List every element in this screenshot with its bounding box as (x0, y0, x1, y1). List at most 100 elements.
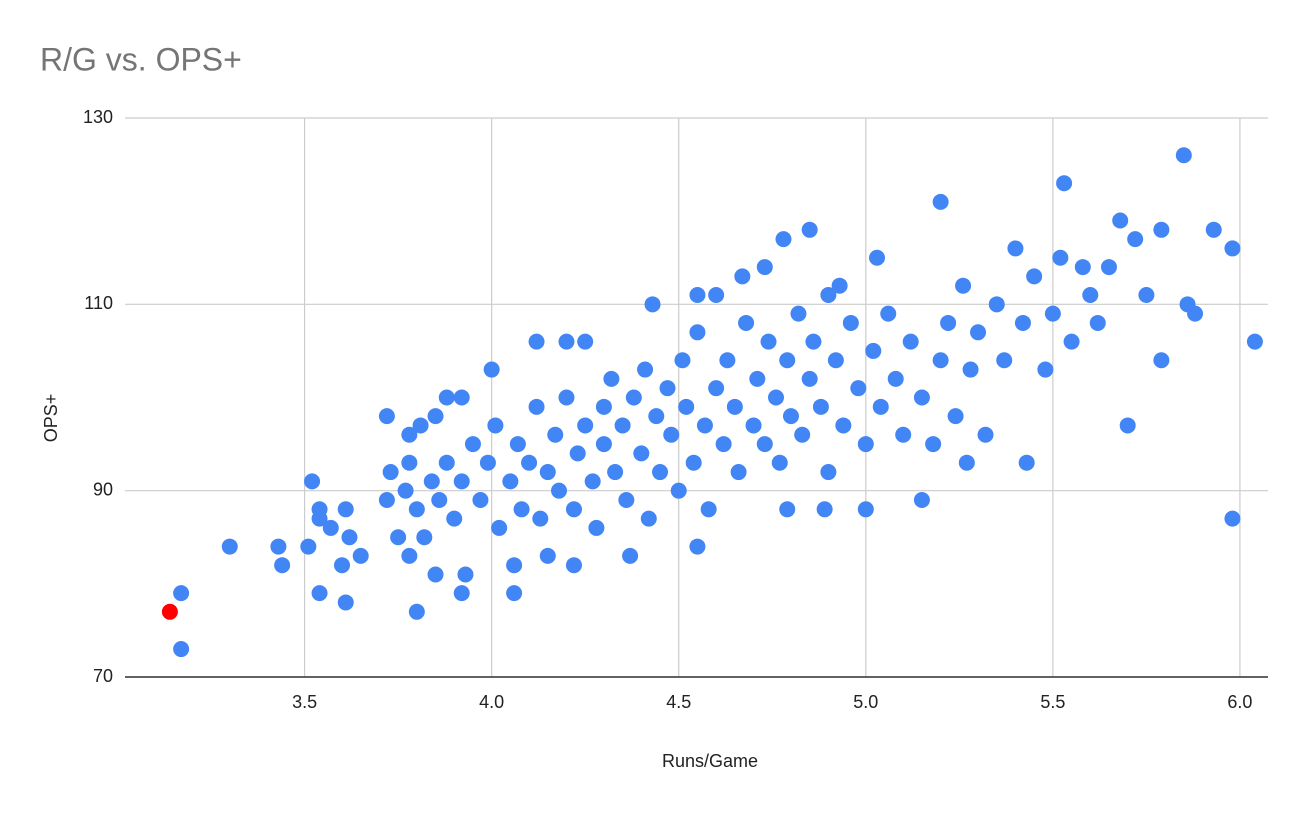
point (689, 287, 706, 304)
point (300, 538, 317, 555)
point (745, 417, 762, 434)
y-tick-label: 110 (84, 293, 113, 313)
point (483, 361, 500, 378)
x-tick-label: 3.5 (292, 692, 317, 712)
point (913, 491, 930, 508)
point (996, 352, 1013, 369)
point (521, 454, 538, 471)
point (577, 417, 594, 434)
point (801, 221, 818, 238)
point (1175, 147, 1192, 164)
point (670, 482, 687, 499)
point (378, 491, 395, 508)
point (311, 585, 328, 602)
point (880, 305, 897, 322)
point (506, 585, 523, 602)
point (334, 557, 351, 574)
point (337, 594, 354, 611)
point (895, 426, 912, 443)
point (584, 473, 601, 490)
point (659, 380, 676, 397)
point (719, 352, 736, 369)
point (913, 389, 930, 406)
point (775, 231, 792, 248)
point (618, 491, 635, 508)
point (401, 426, 418, 443)
point (588, 519, 605, 536)
point (1074, 259, 1091, 276)
point (801, 370, 818, 387)
point (491, 519, 508, 536)
point (304, 473, 321, 490)
point (640, 510, 657, 527)
point (408, 501, 425, 518)
point (663, 426, 680, 443)
point (1026, 268, 1043, 285)
point (872, 398, 889, 415)
point (1205, 221, 1222, 238)
point (988, 296, 1005, 313)
point (696, 417, 713, 434)
point (509, 436, 526, 453)
x-tick-label: 4.5 (666, 692, 691, 712)
point (790, 305, 807, 322)
point (565, 501, 582, 518)
point (1246, 333, 1263, 350)
y-tick-label: 70 (93, 666, 113, 686)
point (472, 491, 489, 508)
point (607, 464, 624, 481)
point (173, 585, 190, 602)
point (558, 333, 575, 350)
point (782, 408, 799, 425)
point (1100, 259, 1117, 276)
point (453, 389, 470, 406)
point (1127, 231, 1144, 248)
point (1056, 175, 1073, 192)
point (423, 473, 440, 490)
point (427, 566, 444, 583)
point (528, 398, 545, 415)
point (734, 268, 751, 285)
point (378, 408, 395, 425)
point (715, 436, 732, 453)
point (479, 454, 496, 471)
x-tick-label: 5.5 (1040, 692, 1065, 712)
point (408, 603, 425, 620)
point (771, 454, 788, 471)
point (622, 547, 639, 564)
point (513, 501, 530, 518)
point (756, 259, 773, 276)
point (865, 342, 882, 359)
point (947, 408, 964, 425)
point (887, 370, 904, 387)
point (551, 482, 568, 499)
point (689, 324, 706, 341)
point (558, 389, 575, 406)
point (827, 352, 844, 369)
point (902, 333, 919, 350)
point (648, 408, 665, 425)
point (1018, 454, 1035, 471)
point (779, 352, 796, 369)
point (1187, 305, 1204, 322)
point (487, 417, 504, 434)
point (940, 314, 957, 331)
point (173, 641, 190, 658)
point (397, 482, 414, 499)
point (674, 352, 691, 369)
point (644, 296, 661, 313)
point (962, 361, 979, 378)
x-tick-label: 6.0 (1227, 692, 1252, 712)
point (708, 380, 725, 397)
point (446, 510, 463, 527)
point (869, 249, 886, 266)
point (427, 408, 444, 425)
point (820, 287, 837, 304)
point (569, 445, 586, 462)
point (603, 370, 620, 387)
point (311, 510, 328, 527)
point (1224, 510, 1241, 527)
point (831, 277, 848, 294)
point (738, 314, 755, 331)
